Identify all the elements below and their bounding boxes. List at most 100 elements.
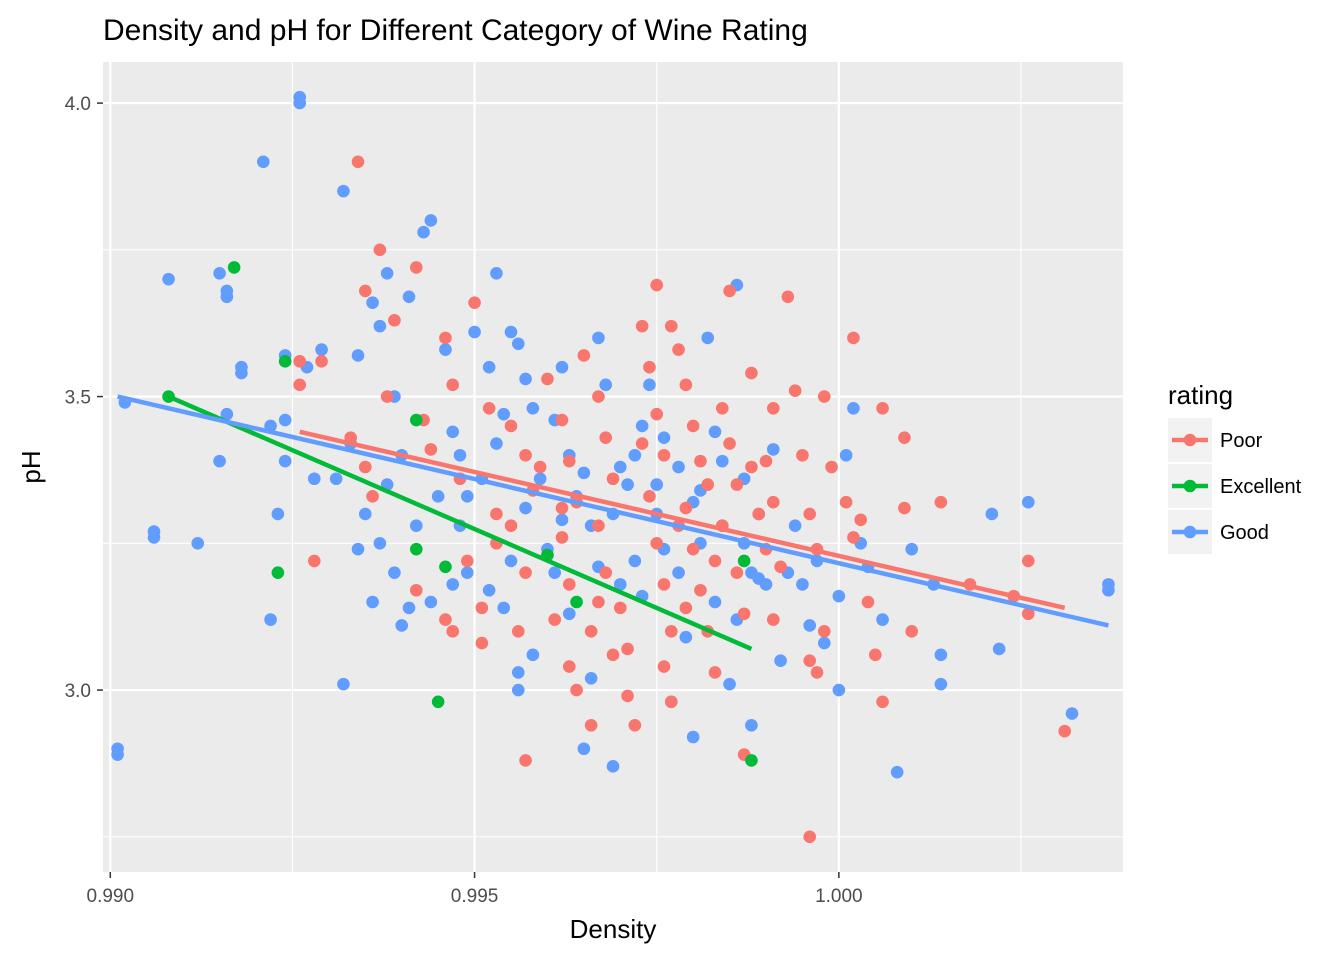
trend-line-good [117,394,1109,628]
data-point-good [453,448,467,462]
data-point-good [497,601,511,615]
data-point-poor [555,531,569,544]
data-point-good [628,554,642,568]
data-point-poor [599,566,613,579]
y-axis: 3.0 3.5 4.0 [65,94,103,702]
data-point-good [628,448,642,462]
data-point-good [679,630,693,644]
grid-minor [103,62,1123,872]
data-point-good [934,648,948,662]
data-point-poor [861,595,875,609]
data-point-poor [577,349,591,362]
data-point-poor [694,454,707,468]
data-point-good [555,360,569,374]
data-point-good [548,566,562,579]
data-point-good [839,448,853,462]
data-point-poor [592,390,605,403]
data-point-poor [548,613,562,626]
data-point-good [446,578,460,591]
data-point-poor [504,519,518,532]
data-point-poor [555,413,569,427]
data-point-poor [555,501,569,515]
data-point-excellent [409,413,423,427]
data-point-poor [774,560,787,574]
legend-label-poor: Poor [1220,430,1263,452]
data-point-good [715,454,729,468]
y-axis-title: pH [16,450,46,483]
data-point-good [708,595,722,609]
chart-title: Density and pH for Different Category of… [103,14,808,47]
data-point-poor [737,607,751,621]
data-point-excellent [227,261,241,274]
data-point-good [235,366,248,380]
data-point-good [511,683,525,697]
data-point-good [562,607,576,621]
data-point-excellent [737,554,751,568]
data-point-poor [424,443,438,456]
data-point-poor [628,718,642,732]
data-point-poor [482,402,496,415]
trend-line-excellent [167,394,753,652]
data-point-good [847,402,860,415]
data-point-good [701,331,715,345]
data-point-good [220,290,234,304]
data-point-good [351,349,365,362]
data-point-poor [752,507,766,521]
data-point-good [613,578,627,591]
data-point-good [577,466,591,480]
data-point-good [519,372,532,386]
data-point-poor [766,495,780,509]
data-point-poor [781,290,795,304]
data-point-good [650,478,664,491]
data-point-good [526,648,540,662]
data-point-good [358,507,372,521]
data-point-good [431,490,445,503]
y-tick-label: 4.0 [65,94,91,115]
data-point-good [686,730,700,744]
data-point-poor [519,566,532,579]
data-point-poor [803,507,817,521]
data-point-good [599,378,613,392]
data-point-good [635,419,649,433]
data-point-poor [803,654,817,667]
data-point-good [220,407,234,421]
data-point-good [745,718,758,732]
data-point-poor [730,478,744,491]
data-point-good [293,96,307,110]
data-point-good [439,343,452,356]
data-point-poor [876,402,889,415]
data-point-good [796,578,809,591]
data-point-good [482,360,496,374]
data-point-good [337,677,350,691]
data-point-good [278,454,292,468]
data-point-excellent [439,560,452,574]
plot-panel [103,62,1123,872]
data-point-poor [409,583,423,597]
data-point-poor [694,583,707,597]
data-point-good [992,642,1006,656]
data-point-poor [817,390,831,403]
data-point-good [613,460,627,474]
data-point-poor [293,378,307,392]
data-point-excellent [409,542,423,556]
data-point-good [803,619,817,632]
data-point-good [672,566,685,579]
data-point-good [723,677,736,691]
data-point-poor [490,507,503,521]
data-point-poor [606,648,620,662]
data-point-poor [533,460,547,474]
data-point-poor [613,601,627,615]
data-point-poor [715,402,729,415]
data-point-good [657,431,671,444]
y-tick-label: 3.0 [65,681,91,702]
data-point-good [111,742,124,756]
data-point-good [985,507,999,521]
y-tick-label: 3.5 [65,388,91,409]
data-point-poor [584,625,598,638]
data-point-poor [562,454,576,468]
data-point-poor [1021,554,1035,568]
data-point-poor [745,460,758,474]
data-point-good [417,225,430,239]
data-point-good [766,443,780,456]
data-point-poor [876,695,889,709]
